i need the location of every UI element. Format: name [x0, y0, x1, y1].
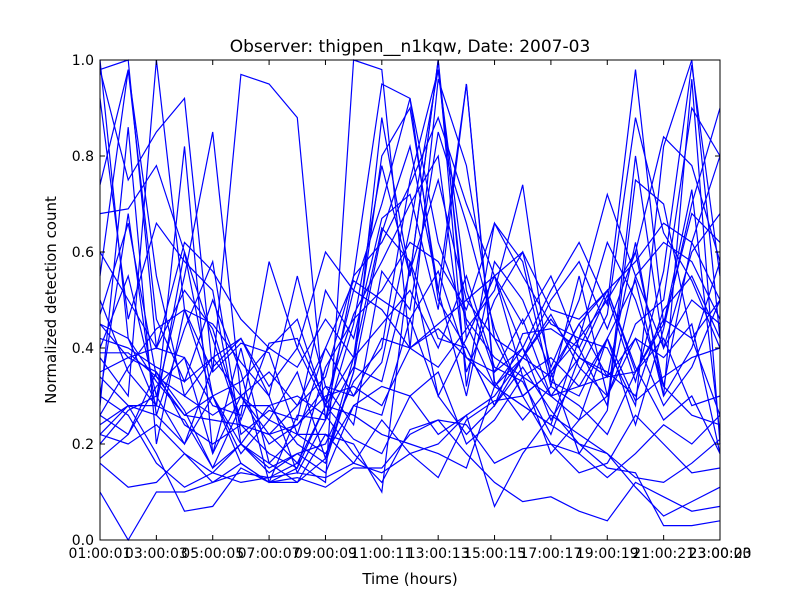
- x-axis-label: Time (hours): [361, 570, 457, 588]
- series-line-30: [99, 261, 721, 455]
- y-axis-ticks: 0.0 0.2 0.4 0.6 0.8 1.0: [72, 53, 720, 549]
- y-tick-label: 0.2: [72, 437, 94, 453]
- x-tick-label: 07:00:07: [238, 546, 301, 562]
- series-line-22: [99, 385, 721, 517]
- series-line-21: [99, 395, 721, 522]
- y-tick-label: 0.6: [72, 245, 94, 261]
- x-tick-label: 09:00:09: [294, 546, 357, 562]
- series-line-23: [99, 279, 721, 527]
- x-tick-label: 03:00:03: [125, 546, 188, 562]
- series-line-26: [99, 115, 721, 416]
- y-tick-label: 0.0: [72, 533, 94, 549]
- series-line-27: [99, 184, 721, 446]
- x-tick-label: 15:00:15: [463, 546, 526, 562]
- series-line-4: [99, 59, 721, 475]
- series-line-16: [99, 107, 721, 484]
- series-line-12: [99, 69, 721, 474]
- series-line-24: [99, 241, 721, 436]
- y-axis-label: Normalized detection count: [42, 196, 60, 404]
- plot-frame: [99, 59, 721, 541]
- series-line-11: [99, 154, 721, 422]
- series-line-20: [99, 395, 721, 512]
- x-tick-label: 19:00:19: [576, 546, 639, 562]
- x-tick-label: 21:00:21: [632, 546, 695, 562]
- y-tick-label: 0.4: [72, 341, 94, 357]
- x-tick-label: 23:00:23: [689, 546, 752, 562]
- y-tick-label: 0.8: [72, 149, 94, 165]
- x-tick-label: 13:00:13: [407, 546, 470, 562]
- series-line-17: [99, 155, 721, 494]
- x-tick-label: 23:00:00: [689, 546, 752, 562]
- x-tick-label: 17:00:17: [519, 546, 582, 562]
- y-tick-label: 1.0: [72, 53, 94, 69]
- x-tick-label: 05:00:05: [181, 546, 244, 562]
- x-tick-label: 01:00:01: [69, 546, 132, 562]
- series-line-13: [99, 164, 721, 469]
- series-lines: [99, 59, 721, 542]
- series-line-29: [99, 69, 721, 421]
- series-line-10: [99, 83, 721, 470]
- chart-title: Observer: thigpen__n1kqw, Date: 2007-03: [230, 37, 591, 57]
- x-axis-ticks: 01:00:0103:00:0305:00:0507:00:0709:00:09…: [69, 60, 752, 562]
- x-tick-label: 11:00:11: [350, 546, 413, 562]
